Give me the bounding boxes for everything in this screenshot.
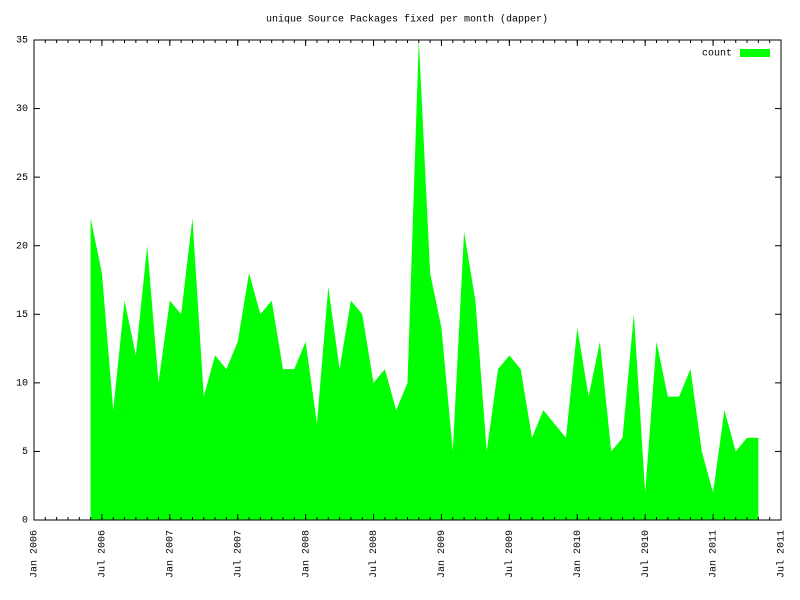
y-tick-label: 5 xyxy=(22,447,28,458)
y-tick-label: 0 xyxy=(22,516,28,527)
x-tick-label: Jul 2008 xyxy=(368,530,380,578)
y-tick-label: 35 xyxy=(16,36,28,47)
y-tick-label: 15 xyxy=(16,310,28,321)
y-tick-label: 30 xyxy=(16,104,28,115)
x-tick-label: Jul 2010 xyxy=(640,530,652,578)
x-tick-label: Jan 2011 xyxy=(709,530,720,578)
y-tick-label: 25 xyxy=(16,173,28,184)
x-tick-label: Jan 2008 xyxy=(301,530,312,578)
x-tick-label: Jan 2006 xyxy=(30,530,41,578)
x-tick-label: Jul 2006 xyxy=(97,530,109,578)
x-tick-label: Jul 2007 xyxy=(232,530,244,578)
y-tick-label: 10 xyxy=(16,378,28,389)
x-tick-label: Jan 2009 xyxy=(437,530,448,578)
area xyxy=(90,40,759,520)
legend-swatch xyxy=(740,49,770,57)
x-tick-label: Jul 2009 xyxy=(504,530,516,578)
legend-label: count xyxy=(702,49,732,60)
chart-title: unique Source Packages fixed per month (… xyxy=(266,14,548,26)
x-tick-label: Jan 2010 xyxy=(573,530,584,578)
x-tick-label: Jul 2011 xyxy=(776,530,788,578)
x-tick-label: Jan 2007 xyxy=(165,530,176,578)
y-tick-label: 20 xyxy=(16,241,28,252)
